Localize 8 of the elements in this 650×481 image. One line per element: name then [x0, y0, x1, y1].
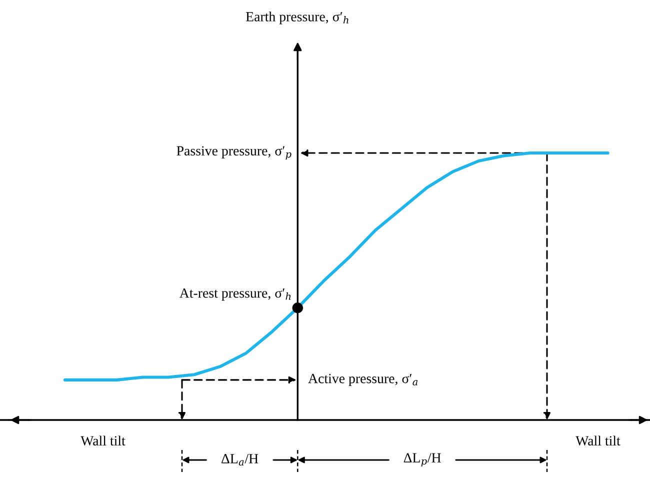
annotation: Active pressure, σ′$_{a}$: [308, 374, 418, 386]
text: ΔL$_{a}$/H: [222, 454, 258, 466]
text: Earth pressure, σ′$_{h}$: [246, 12, 348, 24]
text: Wall tilt: [80, 436, 126, 446]
annotation: Passive pressure, σ′$_{p}$: [176, 146, 292, 160]
annotation: At-rest pressure, σ′$_{h}$: [180, 288, 291, 301]
text: Wall tilt: [576, 436, 620, 446]
text: ΔL$_{p}$/H: [404, 453, 441, 467]
